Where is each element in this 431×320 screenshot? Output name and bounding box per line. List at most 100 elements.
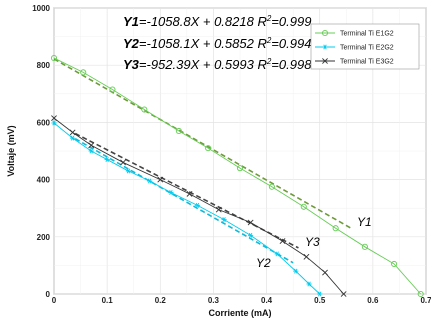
data-point: [317, 291, 323, 297]
data-point: [205, 145, 212, 152]
legend-marker-2-arm: [323, 44, 327, 50]
data-point: [268, 183, 275, 190]
data-point: [51, 115, 57, 122]
data-point-arm: [126, 168, 131, 174]
legend-label-1: Terminal Ti E1G2: [340, 31, 394, 38]
series-1: [50, 55, 424, 298]
data-point-arm: [52, 120, 56, 126]
legend-marker-2: [322, 44, 328, 50]
x-tick-label: 0.1: [102, 296, 114, 305]
y-tick-label: 0: [46, 290, 51, 299]
data-point: [80, 69, 87, 76]
data-point: [125, 168, 131, 174]
y-tick-labels: 0 200 400 600 800 1000: [32, 4, 50, 299]
data-point-arm: [147, 178, 152, 184]
data-point: [300, 203, 307, 210]
data-point-b: [88, 142, 95, 149]
data-point: [221, 217, 227, 223]
data-point: [50, 55, 58, 62]
x-tick-labels: 0 0.1 0.2 0.3 0.4 0.5 0.6 0.7: [52, 296, 431, 305]
data-point: [88, 148, 94, 154]
data-point: [279, 238, 286, 245]
data-point-arm: [89, 148, 93, 154]
data-point: [248, 232, 254, 238]
equation-y2: Y2=-1058.1X + 0.5852 R2=0.994: [123, 36, 311, 51]
data-point: [332, 225, 339, 232]
data-point: [247, 219, 254, 226]
y-tick-label: 200: [37, 233, 51, 242]
data-point: [141, 106, 148, 113]
data-point-b: [340, 291, 347, 297]
data-point: [157, 176, 164, 183]
data-point: [322, 269, 328, 276]
data-point-arm: [318, 291, 322, 297]
y-axis-label: Voltaje (mV): [6, 125, 16, 176]
data-point: [175, 127, 182, 135]
x-tick-label: 0: [52, 296, 57, 305]
data-point-b: [247, 219, 254, 226]
data-point: [88, 142, 95, 149]
y-tick-label: 600: [37, 118, 51, 127]
data-point-b: [69, 129, 76, 136]
data-point-arm: [195, 202, 200, 208]
data-point-arm: [105, 157, 109, 163]
data-point: [274, 251, 280, 257]
legend-label-2: Terminal Ti E2G2: [340, 45, 394, 52]
data-point-b: [186, 190, 193, 197]
y-tick-label: 400: [37, 176, 51, 185]
x-axis-label: Corriente (mA): [208, 308, 271, 318]
data-point: [194, 202, 201, 208]
series-3: [51, 115, 347, 297]
data-point: [147, 178, 153, 184]
legend-marker-3-b: [322, 58, 328, 64]
curve-label-y2: Y2: [256, 256, 271, 270]
data-point: [70, 135, 76, 141]
curve-label-y3: Y3: [305, 235, 320, 249]
fit-line-y1: [53, 58, 352, 230]
equation-y3: Y3=-952.39X + 0.5993 R2=0.998: [123, 57, 312, 72]
data-point: [293, 268, 299, 274]
curve-label-y1: Y1: [357, 215, 372, 229]
x-tick-label: 0.5: [314, 296, 326, 305]
legend-marker-1: [321, 29, 329, 37]
equation-y1: Y1=-1058.8X + 0.8218 R2=0.999: [123, 14, 311, 29]
data-point-b: [322, 269, 328, 276]
legend-label-3: Terminal Ti E3G2: [340, 59, 394, 66]
x-tick-label: 0.6: [367, 296, 379, 305]
data-point-arm: [169, 189, 173, 195]
data-point: [69, 129, 76, 136]
legend-items: Terminal Ti E1G2 Terminal Ti E2G2 Terminal…: [315, 29, 394, 66]
series-line-3: [53, 117, 344, 295]
data-point: [303, 253, 310, 260]
legend-marker-3: [322, 58, 328, 64]
y-tick-label: 800: [37, 61, 51, 70]
series-2: [51, 120, 323, 297]
data-point: [104, 157, 110, 163]
data-point-b: [303, 253, 310, 260]
data-point: [215, 206, 222, 213]
x-tick-label: 0.4: [261, 296, 273, 305]
data-point-arm: [275, 251, 279, 257]
data-point-b: [51, 115, 57, 122]
data-point: [340, 291, 347, 297]
data-point-b: [279, 238, 286, 245]
data-point: [236, 165, 244, 172]
data-point-b: [120, 159, 127, 166]
data-point-arm: [294, 268, 298, 274]
data-point: [417, 290, 424, 298]
data-point: [168, 189, 174, 195]
data-point-b: [215, 206, 222, 213]
data-point-arm: [307, 281, 311, 287]
data-point: [361, 243, 368, 250]
legend: Terminal Ti E1G2 Terminal Ti E2G2 Terminal…: [310, 23, 420, 70]
data-point: [120, 159, 127, 166]
y-tick-label: 1000: [32, 4, 50, 13]
data-point: [186, 190, 193, 197]
fit-line-y2: [74, 138, 294, 264]
series-line-2: [53, 122, 321, 295]
series-line-1: [53, 57, 422, 295]
data-point: [51, 120, 57, 126]
data-point-arm: [70, 135, 75, 141]
legend-box: [310, 23, 420, 70]
